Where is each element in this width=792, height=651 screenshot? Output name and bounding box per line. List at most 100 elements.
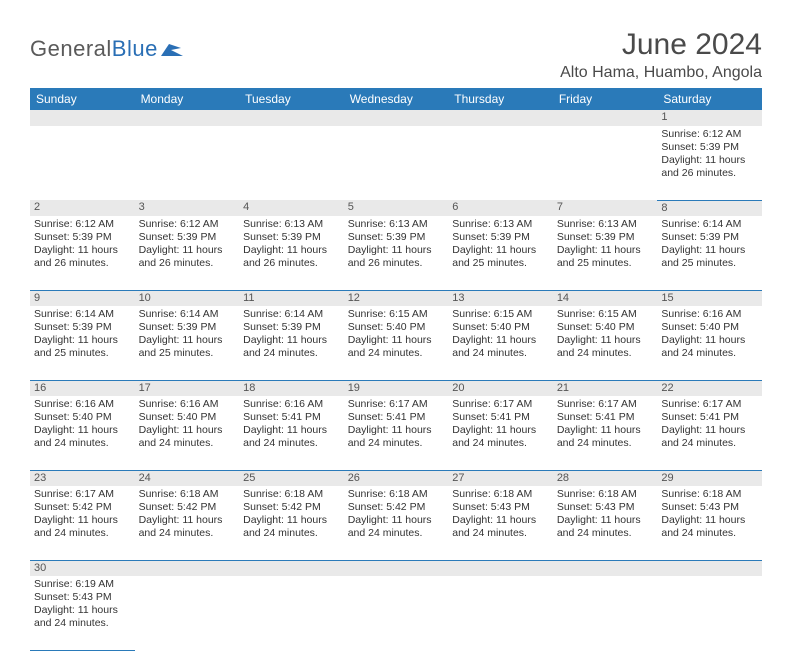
day-number-cell xyxy=(448,560,553,576)
day-cell-inner: Sunrise: 6:18 AMSunset: 5:43 PMDaylight:… xyxy=(553,486,658,544)
day-number-cell: 11 xyxy=(239,290,344,306)
daylight-text: Daylight: 11 hours and 26 minutes. xyxy=(243,244,340,270)
day-number-cell: 26 xyxy=(344,470,449,486)
day-cell-inner: Sunrise: 6:18 AMSunset: 5:42 PMDaylight:… xyxy=(239,486,344,544)
sunrise-text: Sunrise: 6:18 AM xyxy=(139,488,236,501)
daylight-text: Daylight: 11 hours and 26 minutes. xyxy=(34,244,131,270)
sunrise-text: Sunrise: 6:12 AM xyxy=(139,218,236,231)
logo-text-general: General xyxy=(30,36,112,62)
daylight-text: Daylight: 11 hours and 25 minutes. xyxy=(34,334,131,360)
day-cell: Sunrise: 6:16 AMSunset: 5:40 PMDaylight:… xyxy=(657,306,762,380)
day-cell xyxy=(657,576,762,650)
day-cell: Sunrise: 6:17 AMSunset: 5:42 PMDaylight:… xyxy=(30,486,135,560)
day-number-cell: 3 xyxy=(135,200,240,216)
day-number-cell xyxy=(30,110,135,126)
day-cell: Sunrise: 6:13 AMSunset: 5:39 PMDaylight:… xyxy=(344,216,449,290)
sunrise-text: Sunrise: 6:16 AM xyxy=(661,308,758,321)
sunrise-text: Sunrise: 6:12 AM xyxy=(34,218,131,231)
day-cell-inner: Sunrise: 6:16 AMSunset: 5:40 PMDaylight:… xyxy=(135,396,240,454)
daylight-text: Daylight: 11 hours and 24 minutes. xyxy=(661,514,758,540)
day-cell: Sunrise: 6:14 AMSunset: 5:39 PMDaylight:… xyxy=(135,306,240,380)
week-row: Sunrise: 6:12 AMSunset: 5:39 PMDaylight:… xyxy=(30,126,762,200)
weekday-header: Saturday xyxy=(657,88,762,110)
day-number-cell: 10 xyxy=(135,290,240,306)
day-cell: Sunrise: 6:18 AMSunset: 5:42 PMDaylight:… xyxy=(135,486,240,560)
day-number-cell xyxy=(344,110,449,126)
daylight-text: Daylight: 11 hours and 24 minutes. xyxy=(557,334,654,360)
day-number-cell: 8 xyxy=(657,200,762,216)
sunrise-text: Sunrise: 6:14 AM xyxy=(661,218,758,231)
daylight-text: Daylight: 11 hours and 24 minutes. xyxy=(34,514,131,540)
week-row: Sunrise: 6:12 AMSunset: 5:39 PMDaylight:… xyxy=(30,216,762,290)
daylight-text: Daylight: 11 hours and 24 minutes. xyxy=(243,514,340,540)
day-cell: Sunrise: 6:18 AMSunset: 5:43 PMDaylight:… xyxy=(657,486,762,560)
sunset-text: Sunset: 5:42 PM xyxy=(139,501,236,514)
week-row: Sunrise: 6:17 AMSunset: 5:42 PMDaylight:… xyxy=(30,486,762,560)
sunrise-text: Sunrise: 6:17 AM xyxy=(661,398,758,411)
daylight-text: Daylight: 11 hours and 25 minutes. xyxy=(452,244,549,270)
daylight-text: Daylight: 11 hours and 24 minutes. xyxy=(452,514,549,540)
sunset-text: Sunset: 5:40 PM xyxy=(452,321,549,334)
weekday-header: Tuesday xyxy=(239,88,344,110)
sunset-text: Sunset: 5:39 PM xyxy=(557,231,654,244)
day-cell xyxy=(344,126,449,200)
daylight-text: Daylight: 11 hours and 25 minutes. xyxy=(661,244,758,270)
sunset-text: Sunset: 5:43 PM xyxy=(34,591,131,604)
day-number-cell: 14 xyxy=(553,290,658,306)
day-cell-inner: Sunrise: 6:14 AMSunset: 5:39 PMDaylight:… xyxy=(135,306,240,364)
day-number-cell xyxy=(657,560,762,576)
sunrise-text: Sunrise: 6:18 AM xyxy=(557,488,654,501)
day-cell xyxy=(553,576,658,650)
daylight-text: Daylight: 11 hours and 24 minutes. xyxy=(557,424,654,450)
day-number-cell xyxy=(239,560,344,576)
day-cell: Sunrise: 6:18 AMSunset: 5:42 PMDaylight:… xyxy=(344,486,449,560)
sunrise-text: Sunrise: 6:16 AM xyxy=(34,398,131,411)
daylight-text: Daylight: 11 hours and 26 minutes. xyxy=(661,154,758,180)
day-cell: Sunrise: 6:13 AMSunset: 5:39 PMDaylight:… xyxy=(448,216,553,290)
sunset-text: Sunset: 5:39 PM xyxy=(661,231,758,244)
sunset-text: Sunset: 5:43 PM xyxy=(661,501,758,514)
day-cell-inner: Sunrise: 6:12 AMSunset: 5:39 PMDaylight:… xyxy=(30,216,135,274)
daylight-text: Daylight: 11 hours and 26 minutes. xyxy=(139,244,236,270)
sunset-text: Sunset: 5:41 PM xyxy=(348,411,445,424)
day-number-cell: 30 xyxy=(30,560,135,576)
daylight-text: Daylight: 11 hours and 24 minutes. xyxy=(661,334,758,360)
day-cell-inner: Sunrise: 6:18 AMSunset: 5:43 PMDaylight:… xyxy=(657,486,762,544)
sunset-text: Sunset: 5:40 PM xyxy=(34,411,131,424)
day-number-cell xyxy=(553,560,658,576)
weekday-header-row: Sunday Monday Tuesday Wednesday Thursday… xyxy=(30,88,762,110)
day-number-cell: 20 xyxy=(448,380,553,396)
sunrise-text: Sunrise: 6:15 AM xyxy=(348,308,445,321)
day-cell: Sunrise: 6:16 AMSunset: 5:40 PMDaylight:… xyxy=(30,396,135,470)
day-number-cell: 19 xyxy=(344,380,449,396)
week-row: Sunrise: 6:14 AMSunset: 5:39 PMDaylight:… xyxy=(30,306,762,380)
day-number-cell: 25 xyxy=(239,470,344,486)
day-cell: Sunrise: 6:18 AMSunset: 5:43 PMDaylight:… xyxy=(553,486,658,560)
weekday-header: Thursday xyxy=(448,88,553,110)
weekday-header: Friday xyxy=(553,88,658,110)
sunset-text: Sunset: 5:40 PM xyxy=(661,321,758,334)
day-cell: Sunrise: 6:15 AMSunset: 5:40 PMDaylight:… xyxy=(448,306,553,380)
day-cell xyxy=(239,576,344,650)
sunset-text: Sunset: 5:41 PM xyxy=(452,411,549,424)
day-cell-inner: Sunrise: 6:15 AMSunset: 5:40 PMDaylight:… xyxy=(448,306,553,364)
day-number-cell: 27 xyxy=(448,470,553,486)
day-cell: Sunrise: 6:15 AMSunset: 5:40 PMDaylight:… xyxy=(344,306,449,380)
daylight-text: Daylight: 11 hours and 26 minutes. xyxy=(348,244,445,270)
day-cell: Sunrise: 6:16 AMSunset: 5:41 PMDaylight:… xyxy=(239,396,344,470)
day-cell xyxy=(448,576,553,650)
day-cell: Sunrise: 6:14 AMSunset: 5:39 PMDaylight:… xyxy=(30,306,135,380)
day-number-cell xyxy=(448,110,553,126)
day-cell xyxy=(448,126,553,200)
day-number-cell: 29 xyxy=(657,470,762,486)
sunset-text: Sunset: 5:39 PM xyxy=(661,141,758,154)
daylight-text: Daylight: 11 hours and 24 minutes. xyxy=(348,514,445,540)
page: GeneralBlue June 2024 Alto Hama, Huambo,… xyxy=(0,0,792,651)
calendar-body: 1Sunrise: 6:12 AMSunset: 5:39 PMDaylight… xyxy=(30,110,762,650)
sunrise-text: Sunrise: 6:17 AM xyxy=(348,398,445,411)
weekday-header: Wednesday xyxy=(344,88,449,110)
day-cell: Sunrise: 6:19 AMSunset: 5:43 PMDaylight:… xyxy=(30,576,135,650)
day-number-cell: 12 xyxy=(344,290,449,306)
sunrise-text: Sunrise: 6:17 AM xyxy=(557,398,654,411)
sunrise-text: Sunrise: 6:15 AM xyxy=(557,308,654,321)
